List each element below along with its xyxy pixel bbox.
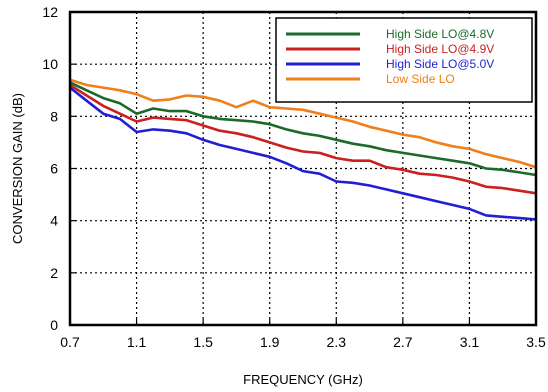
x-axis-title: FREQUENCY (GHz): [243, 372, 363, 387]
y-tick-label: 0: [50, 317, 58, 333]
x-tick-label: 2.3: [327, 334, 347, 350]
series-line-high-side-lo-4-9v: [69, 83, 537, 195]
legend-label: High Side LO@4.9V: [386, 42, 494, 56]
tick-labels: 0.7 1.1 1.5 1.9 2.3 2.7 3.1 3.5 0 2 4 6 8 10 12: [42, 4, 546, 350]
x-tick-label: 3.1: [460, 334, 480, 350]
series-line-high-side-lo-4-8v: [69, 81, 537, 177]
y-tick-label: 2: [50, 265, 58, 281]
x-tick-label: 0.7: [60, 334, 80, 350]
y-tick-label: 10: [42, 56, 58, 72]
series-line-low-side-lo: [69, 78, 537, 169]
y-axis-title: CONVERSION GAIN (dB): [10, 93, 25, 244]
y-tick-label: 4: [50, 213, 58, 229]
y-tick-label: 12: [42, 4, 58, 20]
x-tick-label: 2.7: [393, 334, 413, 350]
legend-label: Low Side LO: [386, 72, 455, 86]
y-tick-label: 6: [50, 161, 58, 177]
series-layer: [69, 78, 537, 221]
x-tick-label: 1.9: [260, 334, 280, 350]
y-tick-label: 8: [50, 108, 58, 124]
x-tick-label: 1.5: [193, 334, 213, 350]
legend-label: High Side LO@5.0V: [386, 57, 494, 71]
x-tick-label: 1.1: [127, 334, 147, 350]
x-tick-label: 3.5: [526, 334, 546, 350]
legend-box: [275, 17, 533, 103]
series-line-high-side-lo-5-0v: [69, 86, 537, 221]
legend-label: High Side LO@4.8V: [386, 27, 494, 41]
